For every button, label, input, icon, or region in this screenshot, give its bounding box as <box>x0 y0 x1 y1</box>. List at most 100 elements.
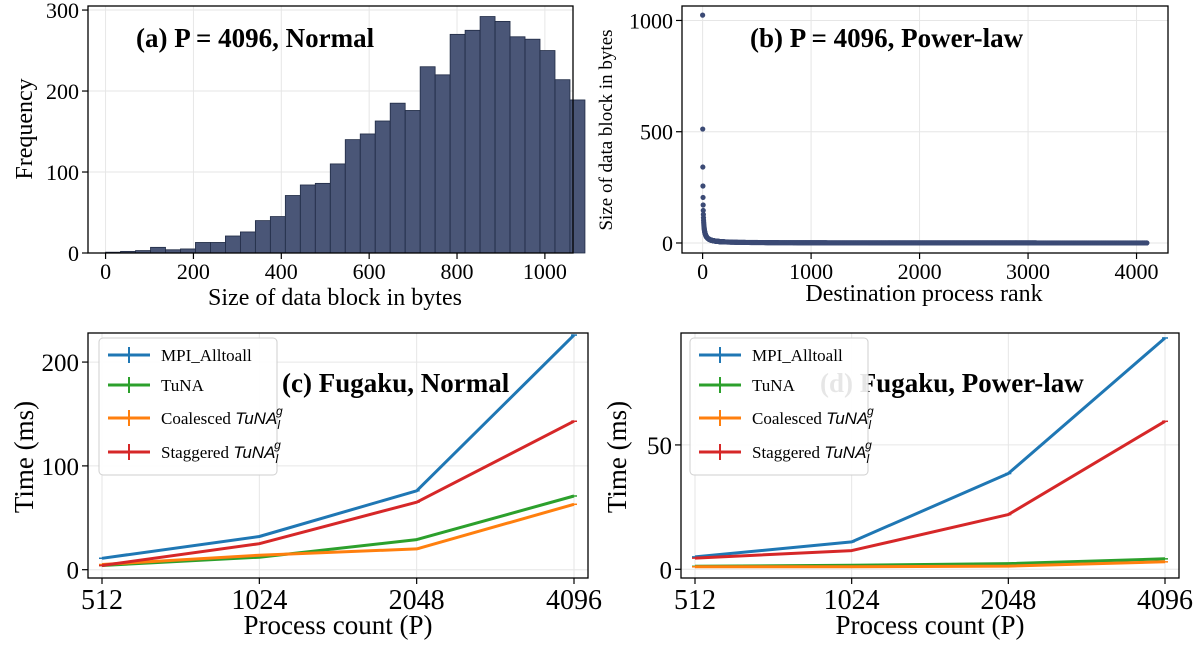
histogram-bar <box>299 184 316 254</box>
panel-c-title: (c) Fugaku, Normal <box>282 368 510 398</box>
x-tick-label: 512 <box>674 585 716 616</box>
panel-c-ticks: 512 1024 2048 4096 0 100 200 <box>42 350 603 616</box>
y-tick-label: 0 <box>68 241 79 266</box>
histogram-bar <box>404 110 421 254</box>
legend-label-tuna: TuNA <box>752 376 796 395</box>
legend-label-mpi: MPI_Alltoall <box>161 346 252 365</box>
scatter-point <box>700 202 706 208</box>
x-tick-label: 0 <box>100 259 111 284</box>
panel-a-frame <box>87 5 574 254</box>
panel-b-xlabel: Destination process rank <box>805 281 1042 307</box>
scatter-point <box>700 126 706 132</box>
histogram-bar <box>269 216 286 254</box>
y-tick-label: 0 <box>662 231 673 256</box>
x-tick-label: 512 <box>81 585 123 616</box>
legend-item-mpi: MPI_Alltoall <box>108 346 252 365</box>
panel-d-legend-box <box>689 337 869 476</box>
x-tick-label: 4000 <box>1115 259 1159 284</box>
series-line-coalesced <box>695 560 1166 569</box>
histogram-bar <box>239 231 256 254</box>
panel-b-ylabel: Size of data block in bytes <box>596 29 617 230</box>
x-tick-label: 2048 <box>980 585 1036 616</box>
panel-b-title: (b) P = 4096, Power-law <box>750 23 1024 53</box>
legend-label-staggered-prefix: Staggered <box>752 443 820 462</box>
histogram-bar <box>254 220 271 254</box>
x-tick-label: 1000 <box>789 259 833 284</box>
x-tick-label: 1024 <box>231 585 287 616</box>
panel-b-grid <box>682 6 1168 253</box>
panel-d-lines <box>692 336 1168 569</box>
scatter-point <box>700 12 706 18</box>
panel-a-xlabel: Size of data block in bytes <box>208 285 462 311</box>
y-tick-label: 500 <box>640 120 673 145</box>
y-tick-label: 100 <box>46 160 79 185</box>
x-tick-label: 200 <box>177 259 210 284</box>
panel-a-bars <box>105 16 586 254</box>
series-line-mpi <box>101 334 576 560</box>
panel-a-title: (a) P = 4096, Normal <box>136 23 375 53</box>
x-tick-label: 4096 <box>1137 585 1193 616</box>
x-tick-label: 600 <box>353 259 386 284</box>
histogram-bar <box>195 242 211 254</box>
panel-c-ylabel: Time (ms) <box>9 401 39 513</box>
histogram-bar <box>539 50 556 254</box>
histogram-bar <box>225 235 241 254</box>
histogram-bar <box>434 74 451 254</box>
histogram-bar <box>329 163 346 254</box>
series-line-coalesced <box>101 502 575 566</box>
y-tick-label: 200 <box>46 79 79 104</box>
legend-tuna-sub: l <box>277 418 280 432</box>
y-tick-label: 100 <box>42 454 80 481</box>
legend-tuna-sub: l <box>275 452 278 466</box>
histogram-bar <box>449 33 466 254</box>
x-tick-label: 800 <box>441 259 474 284</box>
legend-tuna-base: TuNA <box>824 443 866 462</box>
histogram-bar <box>479 16 496 254</box>
legend-item-tuna: TuNA <box>699 376 796 395</box>
legend-tuna-base: TuNA <box>233 443 275 462</box>
histogram-bar <box>389 102 406 254</box>
legend-tuna-sub: l <box>866 452 869 466</box>
legend-label-staggered: Staggered TuNAlg <box>161 438 281 466</box>
panel-d-frame <box>680 332 1180 579</box>
histogram-bar <box>464 29 481 254</box>
legend-label-staggered-prefix: Staggered <box>161 443 229 462</box>
histogram-bar <box>150 246 166 254</box>
y-tick-label: 50 <box>647 433 672 460</box>
panel-c-line: 512 1024 2048 4096 0 100 200 (c) Fugaku, Norma… <box>9 332 603 640</box>
legend-tuna-sup: g <box>274 438 281 452</box>
y-tick-label: 0 <box>67 558 80 585</box>
legend-label-tuna: TuNA <box>161 376 205 395</box>
panel-c-lines <box>99 334 577 567</box>
legend-label-mpi: MPI_Alltoall <box>752 346 843 365</box>
scatter-point <box>700 183 706 189</box>
legend-tuna-base: TuNA <box>235 409 277 428</box>
legend-label-coalesced-prefix: Coalesced <box>161 409 231 428</box>
panel-d-xlabel: Process count (P) <box>836 610 1025 640</box>
x-tick-label: 2048 <box>389 585 445 616</box>
legend-label-coalesced: Coalesced TuNAlg <box>161 404 283 432</box>
scatter-point <box>700 194 706 201</box>
legend-item-staggered: Staggered TuNAlg <box>699 438 872 466</box>
panel-b-frame <box>681 5 1169 254</box>
histogram-bar <box>314 182 331 254</box>
histogram-bar <box>344 139 361 254</box>
histogram-bar <box>509 36 526 254</box>
panel-c-legend: MPI_Alltoall TuNA Coalesced TuNAlg Stagg… <box>98 337 283 476</box>
panel-b-scatter: 0 1000 2000 3000 4000 0 500 1000 (b) P = 4096, … <box>596 5 1169 307</box>
y-tick-label: 0 <box>660 557 673 584</box>
legend-tuna-sub: l <box>868 418 871 432</box>
histogram-bar <box>359 133 376 254</box>
histogram-bar <box>569 99 586 254</box>
x-tick-label: 400 <box>265 259 298 284</box>
legend-item-coalesced: Coalesced TuNAlg <box>108 404 283 432</box>
panel-a-ticks: 0 200 400 600 800 1000 0 100 200 300 <box>46 0 567 284</box>
panel-a-ylabel: Frequency <box>12 78 38 179</box>
y-tick-label: 300 <box>46 0 79 23</box>
y-tick-label: 1000 <box>629 8 673 33</box>
legend-label-coalesced-prefix: Coalesced <box>752 409 822 428</box>
panel-c-legend-box <box>98 337 278 476</box>
y-tick-label: 200 <box>42 350 80 377</box>
